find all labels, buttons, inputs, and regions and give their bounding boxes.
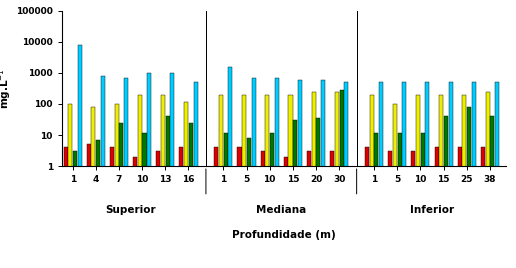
Bar: [388, 151, 392, 268]
Bar: [365, 147, 369, 268]
Bar: [73, 151, 77, 268]
Bar: [261, 151, 265, 268]
Bar: [444, 116, 448, 268]
Bar: [481, 147, 485, 268]
Bar: [293, 120, 297, 268]
Bar: [472, 82, 476, 268]
Bar: [184, 102, 188, 268]
Bar: [214, 147, 218, 268]
Bar: [312, 92, 316, 268]
Bar: [237, 147, 241, 268]
Bar: [416, 95, 420, 268]
Bar: [379, 82, 383, 268]
Bar: [194, 82, 198, 268]
Bar: [219, 95, 223, 268]
Bar: [124, 78, 128, 268]
Bar: [96, 140, 100, 268]
Bar: [402, 82, 406, 268]
Bar: [252, 78, 255, 268]
Bar: [189, 123, 193, 268]
Bar: [63, 147, 68, 268]
Bar: [421, 133, 425, 268]
Bar: [298, 80, 302, 268]
Bar: [170, 73, 174, 268]
Bar: [180, 147, 183, 268]
Y-axis label: mg.L$^{-1}$: mg.L$^{-1}$: [0, 68, 13, 109]
Bar: [101, 76, 105, 268]
Text: Profundidade (m): Profundidade (m): [232, 230, 336, 240]
Bar: [340, 90, 344, 268]
Bar: [133, 157, 137, 268]
Text: Superior: Superior: [105, 205, 156, 215]
Bar: [166, 116, 170, 268]
Bar: [275, 78, 279, 268]
Bar: [411, 151, 415, 268]
Bar: [115, 104, 119, 268]
Bar: [229, 68, 232, 268]
Bar: [265, 95, 269, 268]
Bar: [370, 95, 374, 268]
Bar: [156, 151, 160, 268]
Bar: [439, 95, 443, 268]
Bar: [495, 82, 499, 268]
Bar: [270, 133, 274, 268]
Bar: [335, 92, 339, 268]
Bar: [490, 116, 494, 268]
Bar: [307, 151, 311, 268]
Bar: [161, 95, 165, 268]
Bar: [462, 95, 466, 268]
Bar: [486, 92, 490, 268]
Bar: [426, 82, 429, 268]
Bar: [78, 45, 82, 268]
Bar: [467, 107, 471, 268]
Bar: [247, 138, 251, 268]
Bar: [316, 118, 320, 268]
Bar: [330, 151, 334, 268]
Bar: [393, 104, 397, 268]
Bar: [147, 73, 151, 268]
Bar: [142, 133, 147, 268]
Bar: [284, 157, 288, 268]
Bar: [138, 95, 142, 268]
Text: Inferior: Inferior: [410, 205, 454, 215]
Bar: [344, 82, 348, 268]
Bar: [242, 95, 246, 268]
Bar: [288, 95, 293, 268]
Bar: [224, 133, 228, 268]
Bar: [458, 147, 462, 268]
Bar: [398, 133, 401, 268]
Bar: [321, 80, 325, 268]
Bar: [448, 82, 453, 268]
Bar: [110, 147, 114, 268]
Bar: [87, 144, 91, 268]
Bar: [434, 147, 439, 268]
Bar: [68, 104, 72, 268]
Bar: [91, 107, 95, 268]
Text: Mediana: Mediana: [256, 205, 307, 215]
Bar: [375, 133, 378, 268]
Bar: [119, 123, 123, 268]
